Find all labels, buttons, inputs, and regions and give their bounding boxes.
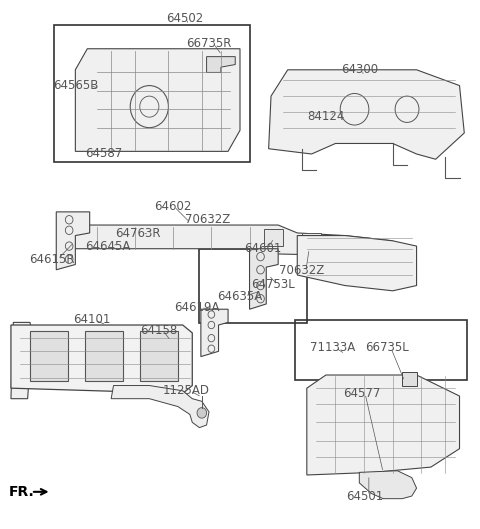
Text: 64645A: 64645A [84, 240, 130, 252]
Text: 84124: 84124 [307, 110, 345, 123]
Bar [140, 331, 178, 381]
Bar [85, 331, 123, 381]
Polygon shape [360, 471, 417, 499]
Polygon shape [111, 386, 209, 427]
Polygon shape [75, 49, 240, 151]
Text: 64619A: 64619A [174, 301, 220, 314]
Text: 64577: 64577 [344, 387, 381, 400]
Text: 64602: 64602 [155, 200, 192, 213]
Text: 64587: 64587 [85, 148, 122, 160]
Circle shape [197, 408, 206, 418]
Polygon shape [269, 70, 464, 159]
Text: 64565B: 64565B [53, 79, 98, 92]
Text: 1125AD: 1125AD [163, 384, 210, 397]
Text: 64300: 64300 [341, 63, 378, 76]
Bar [30, 331, 68, 381]
Text: 64753L: 64753L [252, 278, 295, 291]
Polygon shape [206, 57, 235, 72]
Text: 66735L: 66735L [365, 341, 409, 354]
Polygon shape [201, 309, 228, 357]
Text: 64158: 64158 [140, 324, 178, 337]
Bar [199, 249, 307, 323]
Text: FR.: FR. [9, 485, 34, 499]
Text: 64615R: 64615R [29, 253, 74, 266]
Polygon shape [307, 375, 459, 475]
Text: 64502: 64502 [167, 12, 204, 25]
Polygon shape [297, 235, 417, 291]
Text: 64763R: 64763R [115, 227, 160, 241]
Text: 64601: 64601 [244, 242, 282, 255]
Polygon shape [11, 322, 183, 399]
Text: 64101: 64101 [73, 313, 111, 326]
Bar [264, 229, 283, 246]
Bar [54, 25, 250, 162]
Polygon shape [11, 325, 192, 394]
Polygon shape [59, 225, 393, 257]
Text: 70632Z: 70632Z [279, 264, 324, 277]
Polygon shape [56, 212, 90, 270]
Text: 64501: 64501 [347, 489, 384, 503]
Bar [295, 320, 467, 380]
Text: 71133A: 71133A [311, 341, 356, 354]
Polygon shape [250, 249, 278, 309]
Bar [402, 372, 417, 386]
Text: 70632Z: 70632Z [185, 213, 230, 226]
Text: 64635A: 64635A [217, 289, 263, 303]
Bar [302, 233, 321, 249]
Text: 66735R: 66735R [186, 37, 232, 50]
